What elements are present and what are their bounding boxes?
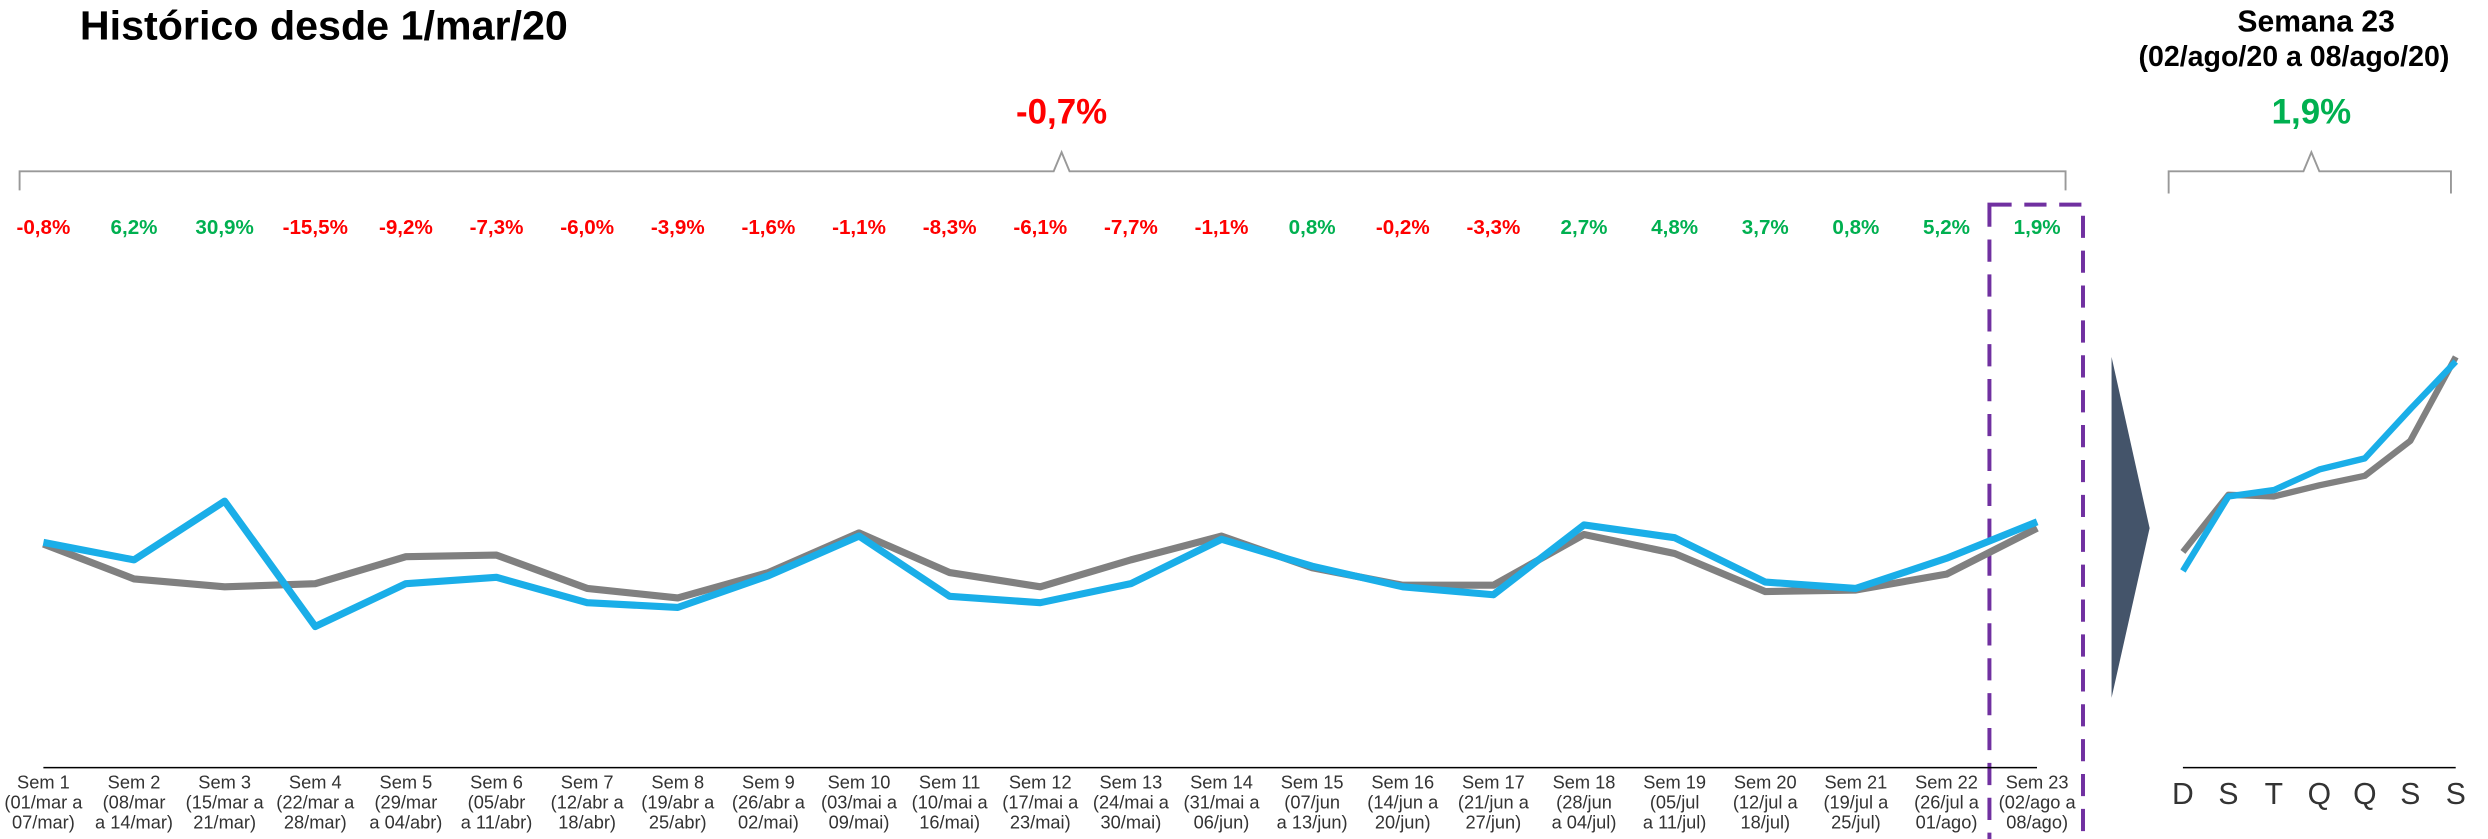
x-tick-label: S [2446, 778, 2466, 811]
x-tick-label: Sem 19 (05/jul a 11/jul) [1643, 771, 1706, 832]
total-label: -0,7% [1016, 92, 1107, 131]
x-tick-label: Sem 14 (31/mai a 06/jun) [1184, 771, 1261, 832]
week-label: -1,6% [741, 216, 795, 239]
week-label: -0,8% [16, 216, 70, 239]
x-tick-label: Sem 11 (10/mai a 16/mai) [912, 771, 989, 832]
x-tick-label: Sem 4 (22/mar a 28/mar) [276, 771, 355, 832]
x-tick-label: Sem 13 (24/mai a 30/mai) [1093, 771, 1170, 832]
series-line [2180, 359, 2459, 573]
panel-subtitle: (02/ago/20 a 08/ago/20) [2139, 41, 2450, 73]
x-tick-label: Sem 5 (29/mar a 04/abr) [369, 771, 442, 832]
x-tick-label: Sem 7 (12/abr a 18/abr) [551, 771, 625, 832]
week-label: 4,8% [1651, 216, 1698, 239]
week-label: 3,7% [1742, 216, 1789, 239]
week-label: 0,8% [1289, 216, 1336, 239]
x-tick-label: D [2172, 778, 2194, 811]
total-label: 1,9% [2272, 92, 2352, 131]
x-tick-label: Sem 21 (19/jul a 25/jul) [1823, 771, 1889, 832]
week-label: 1,9% [2014, 216, 2061, 239]
week-label: 5,2% [1923, 216, 1970, 239]
week-label: 6,2% [111, 216, 158, 239]
week-label: -3,9% [651, 216, 705, 239]
x-tick-label: Sem 15 (07/jun a 13/jun) [1277, 771, 1348, 832]
highlight-box [1987, 202, 2085, 839]
x-tick-label: Sem 10 (03/mai a 09/mai) [821, 771, 898, 832]
week-label: 30,9% [195, 216, 253, 239]
x-tick-label: Sem 20 (12/jul a 18/jul) [1733, 771, 1799, 832]
brace [2167, 149, 2452, 194]
week-label: 2,7% [1561, 216, 1608, 239]
series-line [42, 524, 2039, 602]
week-label: -7,3% [470, 216, 524, 239]
week-label: -3,3% [1466, 216, 1520, 239]
x-tick-label: S [2400, 778, 2420, 811]
brace [18, 149, 2067, 191]
x-tick-label: Sem 18 (28/jun a 04/jul) [1552, 771, 1617, 832]
x-tick-label: Sem 3 (15/mar a 21/mar) [186, 771, 265, 832]
week-label: -8,3% [923, 216, 977, 239]
x-tick-label: Sem 17 (21/jun a 27/jun) [1458, 771, 1530, 832]
x-tick-label: Sem 22 (26/jul a 01/ago) [1914, 771, 1980, 832]
x-tick-label: Sem 8 (19/abr a 25/abr) [641, 771, 715, 832]
x-tick-label: S [2218, 778, 2238, 811]
series-line [42, 497, 2039, 631]
week-label: -0,2% [1376, 216, 1430, 239]
week-label: -9,2% [379, 216, 433, 239]
x-tick-label: Sem 12 (17/mai a 23/mai) [1002, 771, 1079, 832]
series-line [2180, 355, 2459, 554]
week-label: -6,1% [1013, 216, 1067, 239]
x-tick-label: Sem 9 (26/abr a 02/mai) [732, 771, 806, 832]
week-label: -1,1% [1195, 216, 1249, 239]
x-tick-label: Sem 16 (14/jun a 20/jun) [1367, 771, 1439, 832]
x-tick-label: Sem 2 (08/mar a 14/mar) [95, 771, 173, 832]
x-tick-label: Sem 1 (01/mar a 07/mar) [4, 771, 83, 832]
x-tick-label: T [2265, 778, 2283, 811]
x-tick-label: Sem 6 (05/abr a 11/abr) [461, 771, 533, 832]
panel-title: Semana 23 [2237, 6, 2394, 39]
chart-title: Histórico desde 1/mar/20 [80, 2, 568, 48]
week-label: 0,8% [1832, 216, 1879, 239]
x-tick-label: Q [2308, 778, 2331, 811]
x-tick-label: Q [2353, 778, 2376, 811]
week-label: -1,1% [832, 216, 886, 239]
week-label: -7,7% [1104, 216, 1158, 239]
week-label: -15,5% [283, 216, 348, 239]
x-tick-label: Sem 23 (02/ago a 08/ago) [1999, 771, 2077, 832]
arrow [2111, 356, 2150, 698]
week-label: -6,0% [560, 216, 614, 239]
